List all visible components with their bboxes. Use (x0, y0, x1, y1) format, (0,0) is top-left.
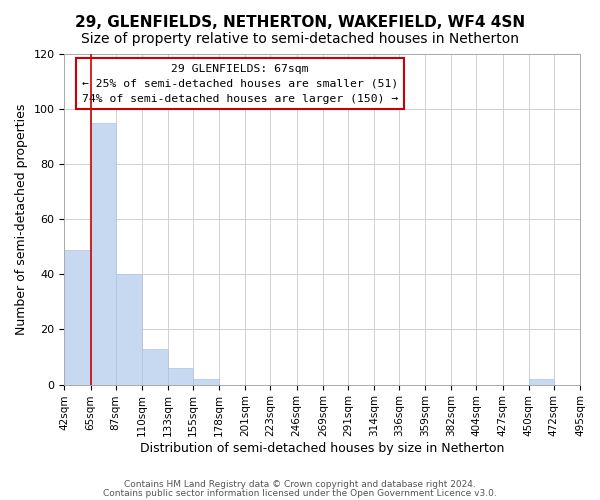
Bar (529, 379, 554, 384)
Text: Contains HM Land Registry data © Crown copyright and database right 2024.: Contains HM Land Registry data © Crown c… (124, 480, 476, 489)
Bar (193, 379, 219, 384)
Bar (64, 250, 91, 384)
Text: Size of property relative to semi-detached houses in Netherton: Size of property relative to semi-detach… (81, 32, 519, 46)
Bar (142, 349, 168, 384)
Text: 29 GLENFIELDS: 67sqm
← 25% of semi-detached houses are smaller (51)
74% of semi-: 29 GLENFIELDS: 67sqm ← 25% of semi-detac… (82, 64, 398, 104)
Bar (168, 368, 193, 384)
Text: 29, GLENFIELDS, NETHERTON, WAKEFIELD, WF4 4SN: 29, GLENFIELDS, NETHERTON, WAKEFIELD, WF… (75, 15, 525, 30)
Y-axis label: Number of semi-detached properties: Number of semi-detached properties (15, 104, 28, 335)
Bar (116, 274, 142, 384)
Text: Contains public sector information licensed under the Open Government Licence v3: Contains public sector information licen… (103, 488, 497, 498)
Bar (91, 123, 116, 384)
X-axis label: Distribution of semi-detached houses by size in Netherton: Distribution of semi-detached houses by … (140, 442, 505, 455)
